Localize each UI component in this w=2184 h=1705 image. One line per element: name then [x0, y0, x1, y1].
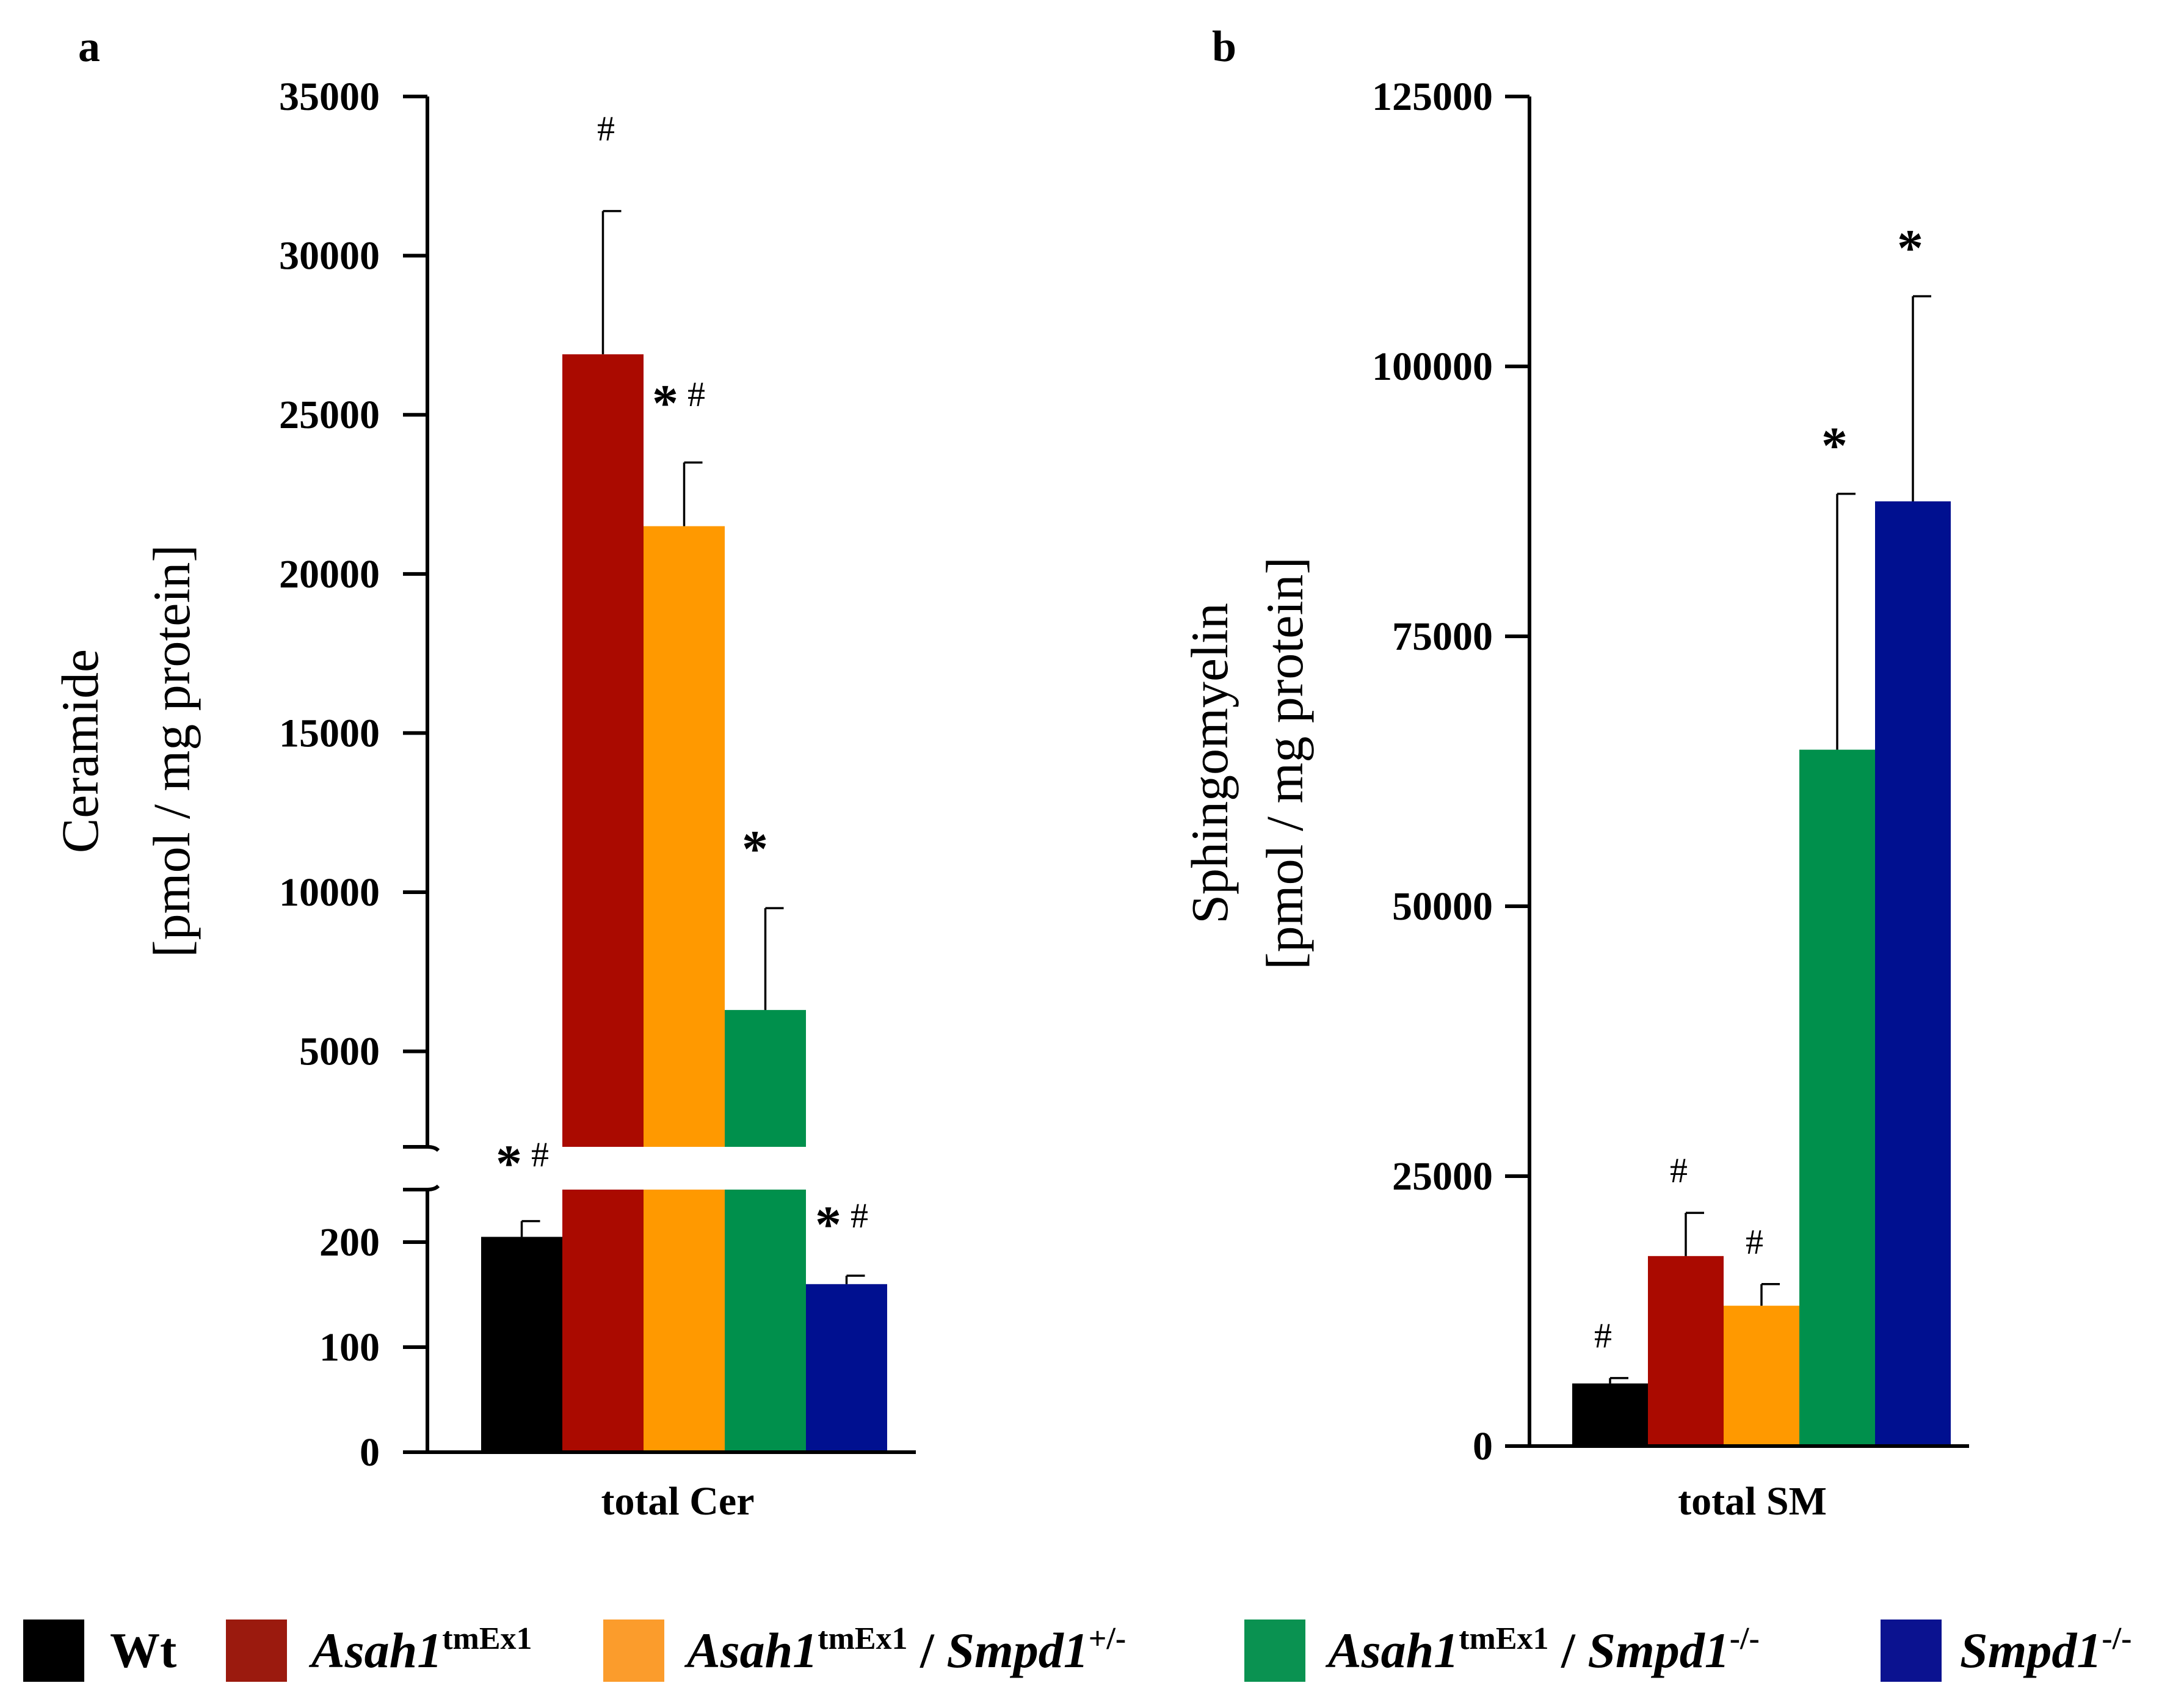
legend-sup-asah1_ko: tmEx1 [1459, 1621, 1548, 1656]
legend-main2-asah1_ko: Smpd1 [1587, 1623, 1729, 1678]
panel-a-ticklabel-lower-1: 100 [319, 1325, 380, 1370]
panel-a-star-3: * [742, 820, 768, 878]
panel-a-ticklabel-upper-6: 35000 [279, 75, 380, 119]
panel-b-label: b [1212, 22, 1236, 71]
legend-main-wt: Wt [110, 1623, 176, 1678]
panel-a-ylabel-line2: [pmol / mg protein] [142, 545, 201, 958]
legend-sep-asah1_het: / [908, 1623, 947, 1678]
panel-a-bar-1-lower [562, 1190, 644, 1452]
panel-b-ticklabel-2: 50000 [1392, 884, 1493, 929]
panel-a-ylabel: Ceramide [pmol / mg protein] [51, 545, 201, 958]
panel-a-axis-break-bottom [403, 1184, 440, 1191]
panel-a-axis-break-top [403, 1145, 440, 1152]
panel-a-ylabel-line1: Ceramide [51, 649, 109, 853]
legend-swatch-asah1_het [603, 1620, 664, 1682]
legend-sup-smpd1: -/- [2102, 1621, 2131, 1656]
panel-b-star-4: * [1897, 219, 1923, 277]
panel-a-ticklabel-upper-4: 25000 [279, 393, 380, 437]
legend: Wt Asah1tmEx1 Asah1tmEx1 / Smpd1+/- Asah1tm… [23, 1620, 2131, 1682]
panel-b-ylabel-line1: Sphingomyelin [1180, 603, 1239, 924]
panel-a-bar-2 [644, 526, 725, 1147]
legend-main-asah1_het: Asah1 [684, 1623, 818, 1678]
legend-label-asah1_ko: Asah1tmEx1 / Smpd1-/- [1325, 1621, 1760, 1678]
legend-sup-asah1: tmEx1 [442, 1621, 532, 1656]
panel-b-hash-2: # [1746, 1222, 1763, 1262]
panel-a-bar-1 [562, 354, 644, 1147]
legend-swatch-smpd1 [1881, 1620, 1942, 1682]
panel-a-ticklabel-upper-3: 20000 [279, 552, 380, 597]
legend-sep-asah1_ko: / [1549, 1623, 1588, 1678]
panel-a-bar-3-lower [725, 1190, 806, 1452]
panel-a-ticklabel-upper-2: 15000 [279, 711, 380, 755]
panel-a-xlabel: total Cer [601, 1479, 754, 1524]
panel-a-star-0: * [496, 1134, 522, 1193]
panel-b-bar-1 [1648, 1256, 1724, 1446]
legend-label-asah1: Asah1tmEx1 [308, 1621, 532, 1678]
panel-a-annotations: * ##* #** # [496, 109, 868, 1254]
panel-a-bars [481, 209, 887, 1452]
panel-b-bar-3 [1799, 749, 1875, 1446]
panel-a-ticklabel-upper-1: 10000 [279, 870, 380, 915]
panel-b-ylabel-line2: [pmol / mg protein] [1255, 557, 1314, 970]
panel-b-ticklabel-3: 75000 [1392, 614, 1493, 659]
panel-b-axes: 0 25000 50000 75000 100000 125000 [1372, 75, 1969, 1469]
panel-b-ticklabel-5: 125000 [1372, 75, 1493, 119]
legend-main-smpd1: Smpd1 [1960, 1623, 2102, 1678]
panel-a-hash-4: # [851, 1196, 868, 1235]
legend-main-asah1_ko: Asah1 [1325, 1623, 1459, 1678]
panel-a-ticklabel-lower-0: 0 [360, 1430, 380, 1475]
panel-a-star-4: * [815, 1195, 841, 1254]
panel-b-bar-2 [1724, 1306, 1799, 1446]
panel-a-hash-2: # [687, 374, 705, 414]
panel-b-star-3: * [1821, 416, 1848, 475]
legend-label-asah1_het: Asah1tmEx1 / Smpd1+/- [684, 1621, 1126, 1678]
panel-a-bar-3 [725, 1009, 806, 1147]
panel-a-bar-2-lower [644, 1190, 725, 1452]
panel-b-ticklabel-0: 0 [1473, 1424, 1493, 1469]
panel-b-ticklabel-4: 100000 [1372, 344, 1493, 389]
panel-a-star-2: * [652, 374, 678, 432]
panel-a-ticklabel-lower-2: 200 [319, 1220, 380, 1265]
panel-b-hash-0: # [1594, 1316, 1612, 1356]
panel-a-bar-0 [481, 1237, 562, 1452]
panel-b-annotations: # # # * * [1594, 219, 1923, 1356]
panel-b-ticklabel-1: 25000 [1392, 1154, 1493, 1199]
legend-sup-asah1_het: tmEx1 [818, 1621, 907, 1656]
panel-a-ticklabel-upper-0: 5000 [299, 1030, 380, 1074]
panel-a-axes: 0 100 200 5000 10000 15000 20000 25000 30000 3500… [279, 75, 916, 1475]
legend-swatch-asah1 [226, 1620, 287, 1682]
legend-sup2-asah1_ko: -/- [1730, 1621, 1760, 1656]
legend-label-wt: Wt [110, 1623, 176, 1678]
panel-b-bar-0 [1572, 1383, 1648, 1446]
panel-a-bar-4 [806, 1284, 887, 1452]
legend-swatch-wt [23, 1620, 84, 1682]
panel-a-hash-1: # [597, 109, 615, 148]
panel-b-bar-4 [1875, 501, 1951, 1446]
legend-label-smpd1: Smpd1-/- [1960, 1621, 2131, 1678]
panel-a-label: a [78, 22, 100, 71]
panel-a-ticklabel-upper-5: 30000 [279, 234, 380, 278]
legend-sup2-asah1_het: +/- [1089, 1621, 1126, 1656]
panel-b-ylabel: Sphingomyelin [pmol / mg protein] [1180, 557, 1314, 970]
legend-main2-asah1_het: Smpd1 [946, 1623, 1088, 1678]
panel-b-hash-1: # [1670, 1151, 1688, 1190]
panel-b-xlabel: total SM [1678, 1479, 1827, 1524]
legend-swatch-asah1_ko [1244, 1620, 1305, 1682]
panel-b-bars [1572, 295, 1951, 1446]
legend-main-asah1: Asah1 [308, 1623, 442, 1678]
panel-a-hash-0: # [531, 1135, 549, 1174]
